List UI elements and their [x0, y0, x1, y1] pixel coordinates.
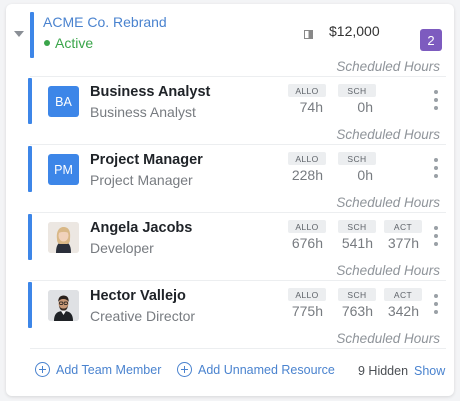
plus-circle-icon: [35, 362, 50, 377]
metric-label: SCH: [338, 152, 376, 165]
card-footer: Add Team Member Add Unnamed Resource 9 H…: [6, 356, 454, 386]
member-count-badge: 2: [420, 29, 442, 51]
metric-label: SCH: [338, 84, 376, 97]
divider: [30, 280, 446, 281]
metric-value: 228h: [291, 167, 323, 183]
member-row-angela-jacobs[interactable]: Angela Jacobs Developer ALLO 676h SCH 54…: [6, 214, 454, 262]
add-unnamed-resource-button[interactable]: Add Unnamed Resource: [177, 362, 335, 377]
project-title[interactable]: ACME Co. Rebrand: [43, 14, 167, 30]
show-hidden-link[interactable]: Show: [414, 364, 446, 378]
budget-icon: [304, 30, 313, 39]
metric-label: SCH: [338, 288, 376, 301]
metric-scheduled: SCH 763h: [338, 288, 376, 322]
metric-label: ACT: [384, 288, 422, 301]
add-team-member-label: Add Team Member: [56, 362, 162, 377]
divider: [30, 144, 446, 145]
plus-circle-icon: [177, 362, 192, 377]
more-options-icon[interactable]: [432, 158, 440, 178]
more-options-icon[interactable]: [432, 226, 440, 246]
metric-scheduled: SCH 0h: [338, 84, 376, 118]
metric-label: ALLO: [288, 288, 326, 301]
status-dot-icon: [44, 40, 50, 46]
metric-value: 763h: [341, 303, 373, 319]
add-unnamed-resource-label: Add Unnamed Resource: [198, 362, 335, 377]
member-name: Project Manager: [90, 152, 203, 168]
metric-value: 342h: [387, 303, 419, 319]
metric-allocated: ALLO 676h: [288, 220, 326, 254]
metric-label: ALLO: [288, 84, 326, 97]
member-color-bar: [28, 214, 32, 260]
member-row-project-manager[interactable]: PM Project Manager Project Manager ALLO …: [6, 146, 454, 194]
more-options-icon[interactable]: [432, 90, 440, 110]
male-portrait-avatar: [48, 290, 79, 321]
add-team-member-button[interactable]: Add Team Member: [35, 362, 161, 377]
member-color-bar: [28, 146, 32, 192]
member-role: Developer: [90, 240, 154, 256]
metric-label: ACT: [384, 220, 422, 233]
hidden-count: 9 Hidden: [358, 364, 409, 378]
divider: [30, 212, 446, 213]
metric-label: SCH: [338, 220, 376, 233]
metric-value: 0h: [357, 99, 373, 115]
metric-allocated: ALLO 74h: [288, 84, 326, 118]
metric-value: 377h: [387, 235, 419, 251]
metric-value: 775h: [291, 303, 323, 319]
divider: [30, 76, 446, 77]
avatar: BA: [48, 86, 79, 117]
metric-allocated: ALLO 775h: [288, 288, 326, 322]
member-role: Creative Director: [90, 308, 196, 324]
member-name: Business Analyst: [90, 84, 211, 100]
metric-scheduled: SCH 0h: [338, 152, 376, 186]
collapse-chevron-icon[interactable]: [14, 31, 24, 37]
metric-value: 0h: [357, 167, 373, 183]
female-portrait-avatar: [48, 222, 79, 253]
member-color-bar: [28, 78, 32, 124]
more-options-icon[interactable]: [432, 294, 440, 314]
metric-allocated: ALLO 228h: [288, 152, 326, 186]
metric-actual: ACT 342h: [384, 288, 422, 322]
metric-label: ALLO: [288, 220, 326, 233]
member-name: Hector Vallejo: [90, 288, 186, 304]
project-color-bar: [30, 12, 34, 58]
scheduled-hours-label: Scheduled Hours: [336, 331, 440, 346]
metric-scheduled: SCH 541h: [338, 220, 376, 254]
member-name: Angela Jacobs: [90, 220, 193, 236]
scheduled-hours-label: Scheduled Hours: [336, 59, 440, 74]
metric-actual: ACT 377h: [384, 220, 422, 254]
scheduled-hours-label: Scheduled Hours: [336, 195, 440, 210]
metric-label: ALLO: [288, 152, 326, 165]
member-role: Project Manager: [90, 172, 193, 188]
member-role: Business Analyst: [90, 104, 196, 120]
metric-value: 541h: [341, 235, 373, 251]
project-budget: $12,000: [329, 23, 380, 39]
member-color-bar: [28, 282, 32, 328]
member-row-business-analyst[interactable]: BA Business Analyst Business Analyst ALL…: [6, 78, 454, 126]
project-card: ACME Co. Rebrand Active $12,000 2 Schedu…: [6, 4, 454, 396]
metric-value: 676h: [291, 235, 323, 251]
scheduled-hours-label: Scheduled Hours: [336, 127, 440, 142]
avatar: PM: [48, 154, 79, 185]
scheduled-hours-label: Scheduled Hours: [336, 263, 440, 278]
divider: [30, 348, 446, 349]
member-row-hector-vallejo[interactable]: Hector Vallejo Creative Director ALLO 77…: [6, 282, 454, 330]
metric-value: 74h: [299, 99, 323, 115]
project-status: Active: [55, 35, 94, 51]
